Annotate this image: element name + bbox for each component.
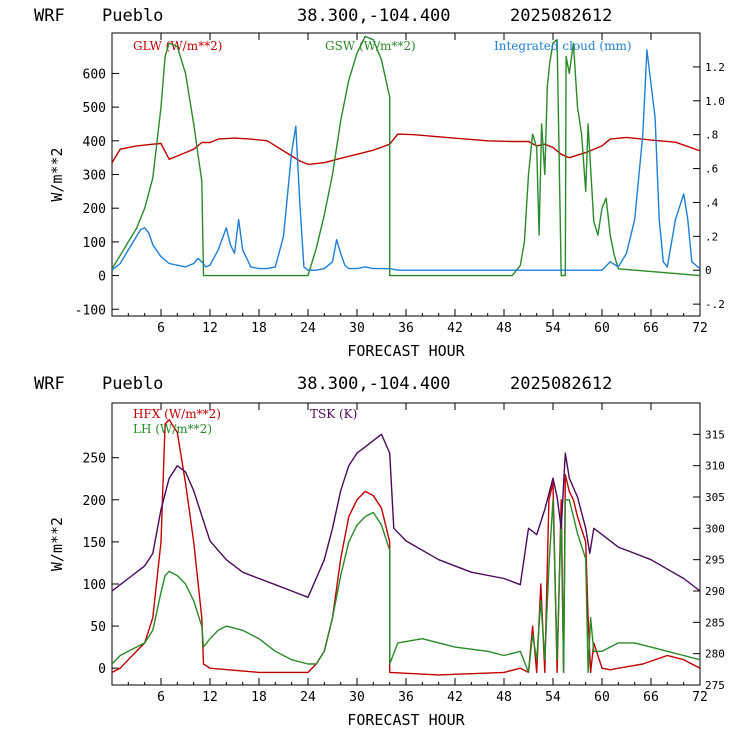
y-tick-label: 50 — [90, 620, 106, 635]
x-tick-label: 72 — [692, 321, 708, 336]
y-axis-label: W/m**2 — [48, 517, 66, 571]
header-init-time: 2025082612 — [510, 6, 612, 26]
y2-tick-label: 300 — [705, 522, 725, 535]
y2-tick-label: 275 — [705, 679, 725, 692]
legend-gsw: GSW (W/m**2) — [325, 39, 416, 53]
series-line-tsk — [112, 433, 700, 598]
x-tick-label: 66 — [643, 690, 659, 705]
x-tick-label: 6 — [157, 690, 165, 705]
x-tick-label: 60 — [594, 690, 610, 705]
y-axis-label: W/m**2 — [48, 147, 66, 201]
x-tick-label: 24 — [300, 690, 316, 705]
panel-1: WRF Pueblo 38.300,-104.400 2025082612 6 12 18 2… — [34, 6, 725, 360]
x-tick-label: 54 — [545, 321, 561, 336]
legend-hfx: HFX (W/m**2) — [133, 407, 221, 421]
x-tick-label: 30 — [349, 690, 365, 705]
y2-tick-label: .4 — [705, 196, 719, 209]
y-tick-label: 300 — [83, 169, 106, 184]
y2-tick-label: .2 — [705, 230, 718, 243]
x-tick-label: 48 — [496, 690, 512, 705]
header-model: WRF — [34, 374, 65, 394]
y2-tick-label: 285 — [705, 616, 725, 629]
y2-tick-label: .6 — [705, 163, 718, 176]
header-coords: 38.300,-104.400 — [297, 374, 451, 394]
panel-2: WRF Pueblo 38.300,-104.400 2025082612 6 12 18 2… — [34, 374, 725, 729]
y-tick-label: 100 — [83, 236, 106, 251]
y2-tick-label: 290 — [705, 585, 725, 598]
y-tick-label: -100 — [75, 303, 106, 318]
x-axis-label: FORECAST HOUR — [347, 711, 465, 729]
series-line-glw — [112, 133, 700, 166]
y2-tick-label: -.2 — [705, 298, 725, 311]
legend-tsk: TSK (K) — [310, 407, 357, 421]
x-tick-label: 6 — [157, 321, 165, 336]
y-tick-label: 0 — [98, 270, 106, 285]
header-init-time: 2025082612 — [510, 374, 612, 394]
x-tick-label: 30 — [349, 321, 365, 336]
x-tick-label: 42 — [447, 690, 463, 705]
x-tick-label: 54 — [545, 690, 561, 705]
header-coords: 38.300,-104.400 — [297, 6, 451, 26]
y2-tick-label: 1.2 — [705, 61, 725, 74]
x-axis-label: FORECAST HOUR — [347, 342, 465, 360]
x-tick-label: 12 — [202, 321, 218, 336]
y-tick-label: 200 — [83, 494, 106, 509]
y-tick-label: 0 — [98, 662, 106, 677]
y-tick-label: 400 — [83, 135, 106, 150]
y2-tick-label: 0 — [705, 264, 712, 277]
y2-tick-label: 280 — [705, 648, 725, 661]
header-station: Pueblo — [102, 374, 163, 394]
x-tick-label: 72 — [692, 690, 708, 705]
series-line-lh — [112, 499, 700, 674]
x-tick-label: 42 — [447, 321, 463, 336]
series-line-integrated — [112, 49, 700, 271]
y-tick-label: 150 — [83, 536, 106, 551]
y-tick-label: 250 — [83, 452, 106, 467]
header-model: WRF — [34, 6, 65, 26]
x-tick-label: 66 — [643, 321, 659, 336]
x-tick-label: 12 — [202, 690, 218, 705]
y-tick-label: 600 — [83, 67, 106, 82]
legend-lh: LH (W/m**2) — [133, 422, 212, 436]
y2-tick-label: .8 — [705, 129, 718, 142]
plot-frame — [111, 402, 701, 686]
y-tick-label: 200 — [83, 202, 106, 217]
header-station: Pueblo — [102, 6, 163, 26]
series-line-hfx — [112, 419, 700, 676]
x-tick-label: 36 — [398, 690, 414, 705]
y2-tick-label: 305 — [705, 491, 725, 504]
y2-tick-label: 315 — [705, 428, 725, 441]
x-tick-label: 18 — [251, 690, 267, 705]
x-tick-label: 36 — [398, 321, 414, 336]
x-tick-label: 48 — [496, 321, 512, 336]
legend-integrated: Integrated cloud (mm) — [494, 39, 632, 53]
y-tick-label: 100 — [83, 578, 106, 593]
y2-tick-label: 295 — [705, 554, 725, 567]
x-tick-label: 60 — [594, 321, 610, 336]
y2-tick-label: 1.0 — [705, 95, 725, 108]
y2-tick-label: 310 — [705, 460, 725, 473]
series-line-gsw — [112, 35, 700, 277]
x-tick-label: 18 — [251, 321, 267, 336]
y-tick-label: 500 — [83, 101, 106, 116]
x-tick-label: 24 — [300, 321, 316, 336]
